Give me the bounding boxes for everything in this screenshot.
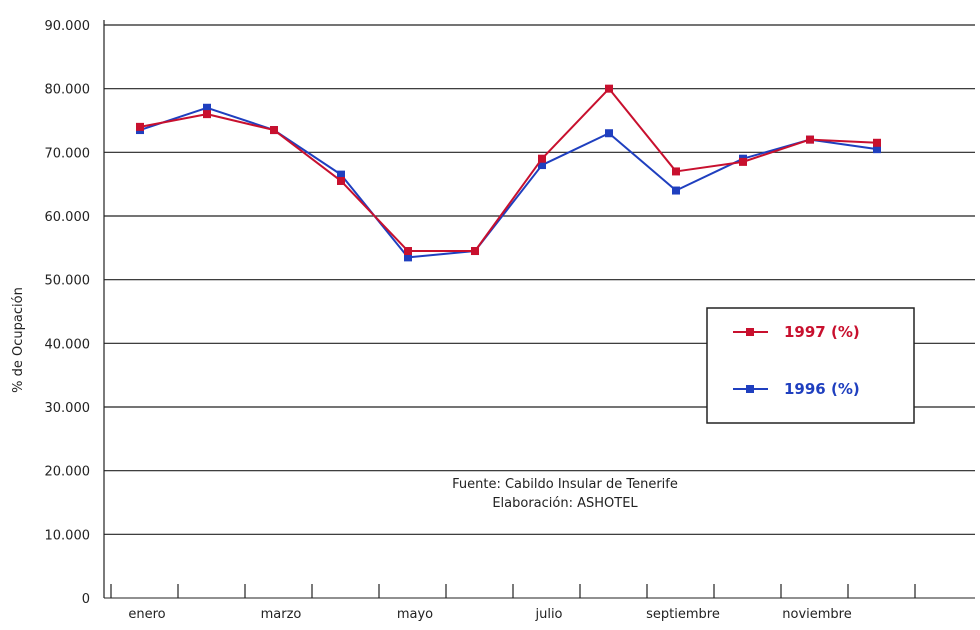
data-point-1997 <box>471 247 479 256</box>
x-axis-ticks: enero marzo mayo julio septiembre noviembre <box>110 584 916 622</box>
data-point-1997 <box>538 154 546 163</box>
source-note-line-1: Fuente: Cabildo Insular de Tenerife <box>452 477 678 492</box>
y-tick-label: 0 <box>82 592 90 607</box>
y-axis-title: % de Ocupación <box>11 287 26 393</box>
x-tick-label: julio <box>534 607 562 622</box>
y-tick-label: 50.000 <box>45 274 91 289</box>
data-point-1997 <box>739 157 747 166</box>
y-tick-label: 20.000 <box>45 465 91 480</box>
x-tick-label: marzo <box>261 607 302 622</box>
data-point-1996 <box>605 129 613 138</box>
legend-marker-1996 <box>746 385 754 393</box>
x-tick-label: noviembre <box>782 607 851 622</box>
data-point-1997 <box>806 135 814 144</box>
y-tick-label: 80.000 <box>45 83 91 98</box>
legend-label-1996: 1996 (%) <box>784 380 860 398</box>
y-axis-tick-labels: 0 10.000 20.000 30.000 40.000 50.000 60.000 70.… <box>45 19 91 607</box>
data-point-1997 <box>672 167 680 176</box>
data-point-1997 <box>605 84 613 93</box>
x-tick-label: enero <box>128 607 165 622</box>
legend-marker-1997 <box>746 328 754 336</box>
legend-label-1997: 1997 (%) <box>784 323 860 341</box>
y-tick-label: 70.000 <box>45 146 91 161</box>
legend-box <box>706 307 915 424</box>
data-point-1997 <box>270 126 278 135</box>
data-point-1997 <box>404 247 412 256</box>
source-note-line-2: Elaboración: ASHOTEL <box>492 496 638 511</box>
data-point-1997 <box>337 176 345 185</box>
x-tick-label: mayo <box>397 607 433 622</box>
data-point-1996 <box>337 170 345 179</box>
source-note: Fuente: Cabildo Insular de Tenerife Elab… <box>452 477 678 511</box>
y-tick-label: 30.000 <box>45 401 91 416</box>
data-point-1996 <box>203 103 211 112</box>
y-tick-label: 60.000 <box>45 210 91 225</box>
data-point-1996 <box>873 145 881 154</box>
data-point-1997 <box>136 122 144 131</box>
data-point-1996 <box>672 186 680 195</box>
grid-lines <box>103 20 975 599</box>
legend-entry-1997: 1997 (%) <box>733 323 860 341</box>
legend-entry-1996: 1996 (%) <box>733 380 860 398</box>
x-tick-label: septiembre <box>646 607 720 622</box>
data-point-1997 <box>203 110 211 119</box>
data-point-1997 <box>873 138 881 147</box>
y-tick-label: 10.000 <box>45 528 91 543</box>
y-tick-label: 90.000 <box>45 19 91 34</box>
series-lines <box>136 84 881 262</box>
y-tick-label: 40.000 <box>45 337 91 352</box>
data-point-1996 <box>538 161 546 170</box>
legend: 1997 (%) 1996 (%) <box>706 307 915 424</box>
data-point-1996 <box>404 253 412 262</box>
series-line-1997 <box>139 87 878 253</box>
series-line-1996 <box>139 106 878 259</box>
